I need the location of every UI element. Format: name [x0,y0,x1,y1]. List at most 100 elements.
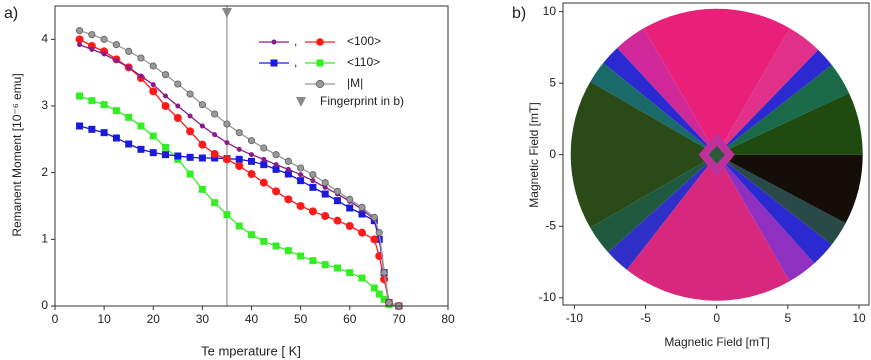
data-point [272,165,280,173]
series-line [79,125,400,307]
data-point [211,199,219,207]
data-point [321,179,329,187]
data-point [272,151,280,159]
y-tick-label: 4 [41,32,48,46]
data-point [112,41,120,49]
data-point [125,140,133,148]
data-point [77,42,83,48]
data-point [223,211,231,219]
data-point [260,161,268,169]
data-point [186,170,194,178]
data-point [284,195,293,204]
data-point [272,187,281,196]
map-center [708,145,725,164]
legend-marker [316,59,324,67]
data-point [235,162,244,170]
data-point [173,114,182,122]
data-point [285,166,291,172]
x-axis-label: Magnetic Field [mT] [664,335,769,349]
map-sector [716,49,832,155]
map-sector [603,47,717,155]
data-point [321,261,329,269]
x-tick-label: 80 [441,312,455,326]
y-tick-label: 3 [41,98,48,112]
data-point [235,155,243,163]
data-point [112,107,120,115]
data-point [236,146,242,152]
data-point [138,73,144,79]
data-point [284,247,292,255]
x-tick-label: -10 [566,311,584,325]
data-point [212,132,218,138]
data-point [149,132,157,140]
data-point [112,134,120,142]
x-tick-label: 30 [196,312,210,326]
y-tick-label: 2 [41,165,48,179]
x-tick-label: 10 [852,311,866,325]
data-point [100,35,108,43]
data-point [161,102,170,110]
legend-marker [270,59,278,67]
x-tick-label: 60 [343,312,357,326]
data-point [175,103,181,109]
x-tick-label: -5 [640,311,651,325]
data-point [162,151,170,159]
y-tick-label: 0 [549,147,556,161]
legend-marker [315,79,325,89]
data-point [321,212,330,220]
data-point [222,155,231,164]
data-point [310,178,316,184]
data-point [137,122,145,130]
data-point [308,207,317,216]
data-point [309,171,317,179]
data-point [370,284,378,292]
map-sector [643,8,790,155]
y-axis-label: Magnetic Field [mT] [527,102,541,207]
data-point [358,210,366,218]
data-point [224,140,230,146]
data-point [358,228,367,237]
map-sector [590,62,717,155]
data-point [186,90,194,98]
data-point [346,195,354,203]
data-point [126,64,132,70]
data-point [272,242,280,250]
x-tick-label: 70 [392,312,406,326]
y-tick-label: 1 [41,232,48,246]
data-point [89,46,95,52]
data-point [296,202,305,210]
data-point [273,162,279,168]
data-point [100,129,108,137]
x-tick-label: 50 [294,312,308,326]
map-sector [626,154,790,301]
data-point [385,299,393,307]
x-tick-label: 20 [147,312,161,326]
data-point [88,31,96,39]
fingerprint-map [570,8,863,301]
x-tick-label: 10 [97,312,111,326]
data-point [88,97,96,105]
map-sector [608,154,717,270]
data-point [248,231,255,239]
data-point [187,113,193,119]
map-sector [716,154,832,264]
y-tick-label: 0 [41,298,48,312]
data-point [101,51,107,57]
annotation-marker [221,8,232,18]
x-tick-label: 40 [245,312,259,326]
data-point [247,170,256,178]
data-point [76,122,84,130]
legend-label: <110> [347,55,380,69]
map-sector [716,154,863,224]
legend-label: Fingerprint in b) [320,94,404,108]
data-point [113,58,119,64]
data-point [235,129,243,137]
legend-label: |M| [347,76,363,90]
data-point [380,269,388,277]
data-point [260,144,268,152]
map-sector [570,81,717,228]
data-point [333,216,342,225]
data-point [186,127,195,136]
